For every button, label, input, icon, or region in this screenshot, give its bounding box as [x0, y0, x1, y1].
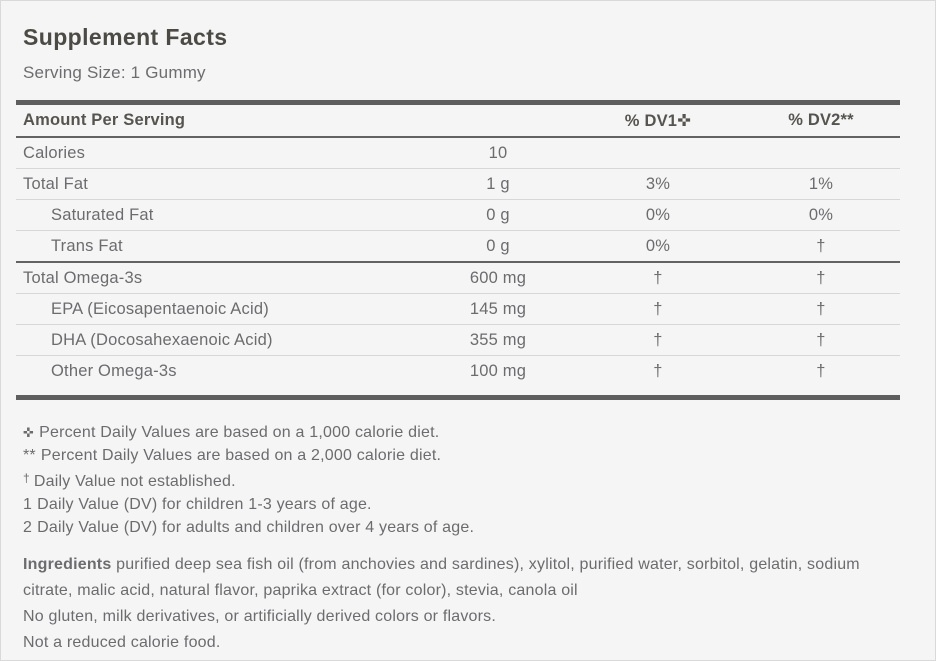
table-row: Calories 10	[16, 138, 900, 169]
nutrient-name: Other Omega-3s	[51, 361, 177, 380]
facts-table: Amount Per Serving % DV1✜ % DV2** Calori…	[16, 100, 900, 400]
nutrient-amount: 10	[488, 143, 508, 162]
table-bottom-rule	[16, 395, 900, 400]
footnote-text: Percent Daily Values are based on a 2,00…	[40, 447, 442, 464]
nutrient-dv2-value: †	[816, 330, 826, 349]
nutrient-name: Total Fat	[23, 174, 89, 193]
nutrient-name: Calories	[23, 143, 86, 162]
nutrient-name: EPA (Eicosapentaenoic Acid)	[51, 299, 269, 318]
nutrient-name: Trans Fat	[51, 236, 123, 255]
table-row: Saturated Fat 0 g 0% 0%	[16, 200, 900, 231]
footnote-marker: †	[23, 471, 30, 485]
serving-size-text: Serving Size: 1 Gummy	[23, 63, 206, 82]
nutrient-dv2-value: †	[816, 299, 826, 318]
nutrient-name: DHA (Docosahexaenoic Acid)	[51, 330, 273, 349]
table-row: Total Omega-3s 600 mg † †	[16, 263, 900, 294]
footnote-marker: **	[23, 447, 36, 464]
footnote-text: Daily Value (DV) for children 1-3 years …	[37, 496, 372, 513]
nutrient-amount: 0 g	[486, 236, 510, 255]
nutrient-dv1-value: 0%	[645, 236, 671, 255]
table-row: DHA (Docosahexaenoic Acid) 355 mg † †	[16, 325, 900, 356]
nutrient-amount: 100 mg	[469, 361, 527, 380]
nutrient-name: Total Omega-3s	[23, 268, 143, 287]
footnote-text: Percent Daily Values are based on a 1,00…	[39, 424, 440, 441]
footnote-marker: 2	[23, 519, 33, 536]
dietary-notes: No gluten, milk derivatives, or artifici…	[23, 604, 907, 656]
table-row: Other Omega-3s 100 mg † †	[16, 356, 900, 386]
nutrient-dv2-value: †	[816, 268, 826, 287]
footnotes: ✜ Percent Daily Values are based on a 1,0…	[23, 421, 913, 539]
nutrient-dv2-value: †	[816, 236, 826, 255]
nutrient-dv1-value: 3%	[645, 174, 671, 193]
nutrient-amount: 1 g	[486, 174, 510, 193]
ingredients-label: Ingredients	[23, 556, 112, 573]
footnote-marker: 1	[23, 496, 33, 513]
footnote-text: Daily Value not established.	[33, 473, 236, 490]
nutrient-amount: 355 mg	[469, 330, 527, 349]
footnote-line: ** Percent Daily Values are based on a 2,…	[23, 444, 913, 467]
nutrient-dv1-value: 0%	[645, 205, 671, 224]
ingredients-paragraph: Ingredients purified deep sea fish oil (…	[23, 552, 907, 604]
ingredients-text: purified deep sea fish oil (from anchovi…	[23, 556, 860, 599]
footnote-line: † Daily Value not established.	[23, 467, 913, 493]
nutrient-dv2-value: 0%	[808, 205, 834, 224]
nutrient-name: Saturated Fat	[51, 205, 154, 224]
ingredients-section: Ingredients purified deep sea fish oil (…	[23, 552, 907, 656]
table-header-row: Amount Per Serving % DV1✜ % DV2**	[16, 105, 900, 138]
footnote-line: ✜ Percent Daily Values are based on a 1,0…	[23, 421, 913, 444]
nutrient-amount: 145 mg	[469, 299, 527, 318]
nutrient-dv1-value: †	[653, 299, 663, 318]
table-top-rule	[16, 100, 900, 105]
table-row: Total Fat 1 g 3% 1%	[16, 169, 900, 200]
footnote-marker: ✜	[23, 425, 35, 440]
nutrient-dv1-value: †	[653, 330, 663, 349]
dietary-note: No gluten, milk derivatives, or artifici…	[23, 608, 497, 625]
nutrient-dv1-value: †	[653, 361, 663, 380]
footnote-text: Daily Value (DV) for adults and children…	[37, 519, 475, 536]
nutrient-dv1-value: †	[653, 268, 663, 287]
nutrient-amount: 0 g	[486, 205, 510, 224]
column-header-dv2: % DV2**	[788, 111, 854, 129]
page-title: Supplement Facts	[23, 24, 228, 50]
footnote-line: 2 Daily Value (DV) for adults and childre…	[23, 516, 913, 539]
nutrient-amount: 600 mg	[469, 268, 527, 287]
column-header-amount-per-serving: Amount Per Serving	[23, 111, 186, 129]
table-row: EPA (Eicosapentaenoic Acid) 145 mg † †	[16, 294, 900, 325]
footnote-line: 1 Daily Value (DV) for children 1-3 years…	[23, 493, 913, 516]
nutrient-dv2-value: 1%	[808, 174, 834, 193]
nutrient-dv2-value: †	[816, 361, 826, 380]
dietary-note: Not a reduced calorie food.	[23, 634, 221, 651]
table-body: Calories 10 Total Fat 1 g 3% 1% Saturate…	[16, 138, 900, 395]
column-header-dv1: % DV1✜	[624, 111, 692, 130]
table-row: Trans Fat 0 g 0% †	[16, 231, 900, 263]
